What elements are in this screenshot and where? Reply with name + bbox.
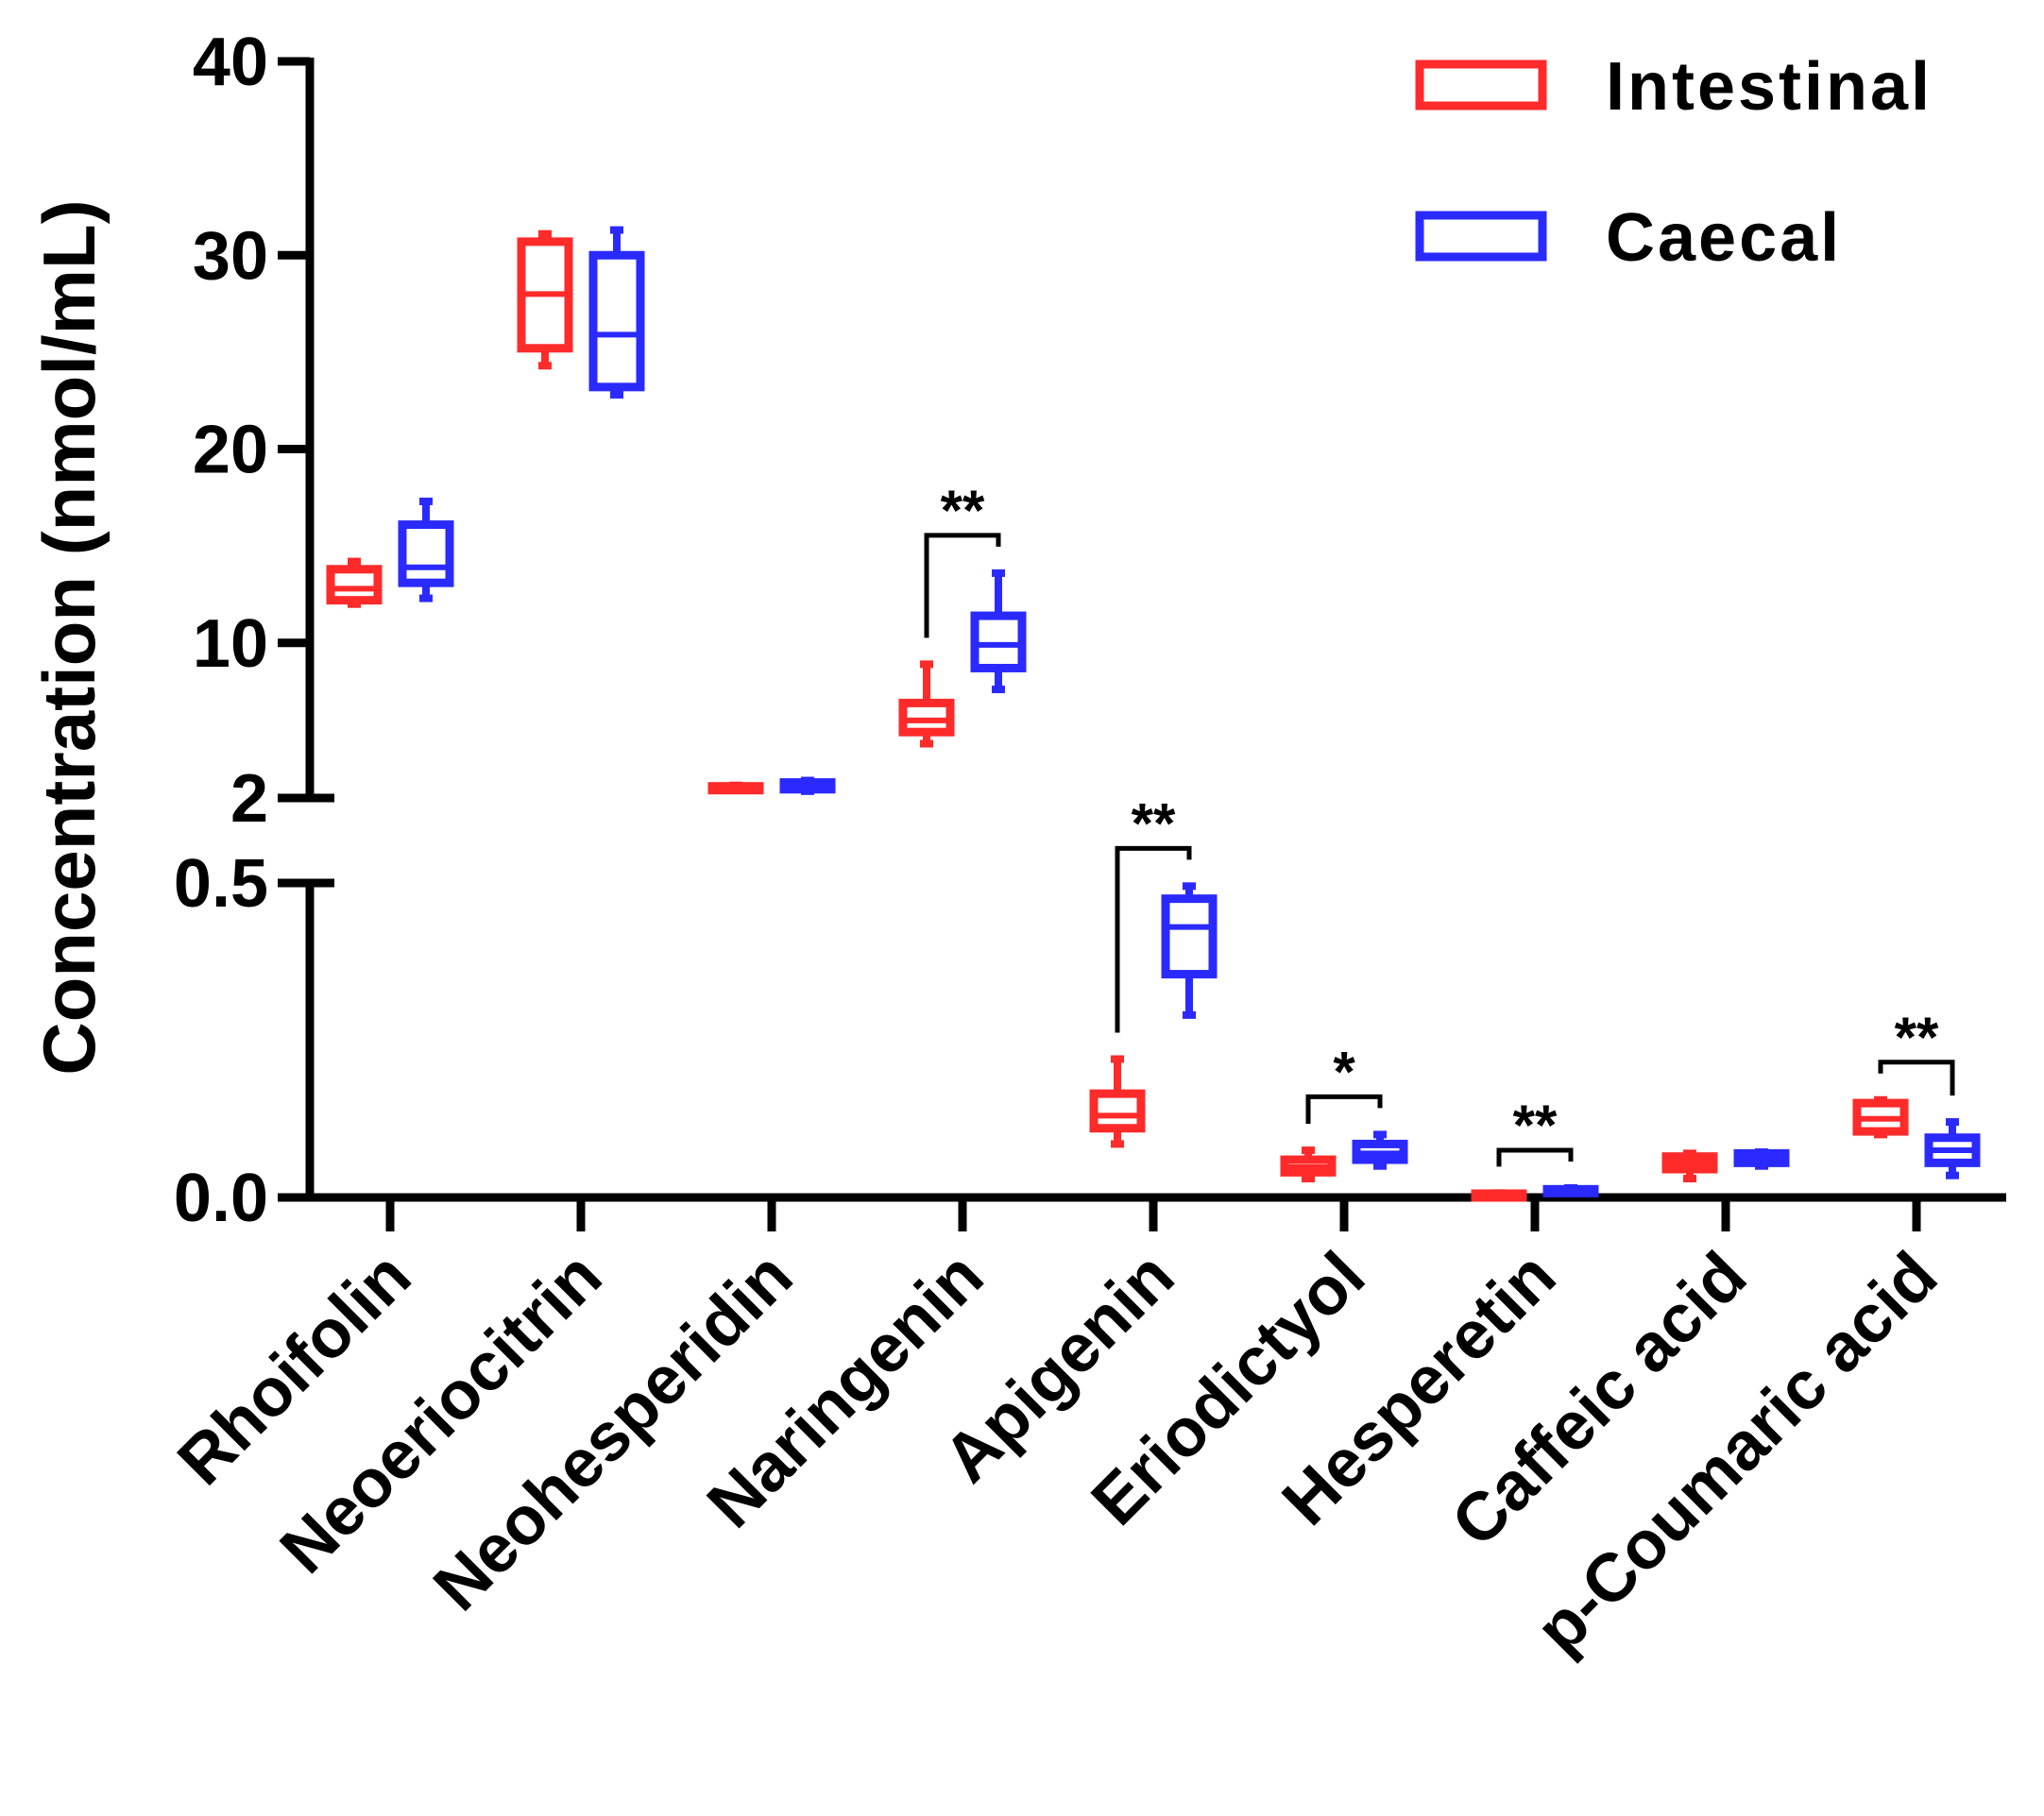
y-tick-label: 30	[193, 218, 268, 294]
axes: 2 10 20 30 40 0.0 0.5	[174, 25, 2006, 1236]
significance-eriodictyol: *	[1305, 1040, 1383, 1125]
boxes	[326, 226, 1981, 1202]
box-iqr	[970, 611, 1027, 672]
y-tick-label: 0.5	[174, 846, 268, 922]
box-caecal-eriodictyol	[1352, 1130, 1408, 1170]
significance-p-coumaric-acid: **	[1878, 1006, 1955, 1096]
significance-label: **	[1513, 1094, 1558, 1157]
box-intestinal-neohesperidin	[707, 781, 764, 795]
box-caecal-apigenin	[1161, 882, 1218, 1019]
significance-bracket	[924, 533, 1001, 638]
y-axis-title: Concentration (nmol/mL)	[27, 199, 111, 1075]
legend: Intestinal Caecal	[1415, 49, 1933, 276]
legend-swatch	[1415, 59, 1547, 110]
significance-bracket	[1115, 845, 1192, 1033]
legend-item-caecal: Caecal	[1415, 200, 1842, 276]
y-tick-label: 10	[193, 606, 268, 682]
box-intestinal-apigenin	[1089, 1055, 1146, 1148]
box-caecal-rhoifolin	[398, 497, 454, 603]
box-caecal-hesperetin	[1542, 1184, 1599, 1197]
box-intestinal-caffeic-acid	[1661, 1149, 1718, 1183]
category-label-neohesperidin: Neohesperidin	[419, 1238, 807, 1625]
significance-label: **	[1132, 791, 1176, 855]
significance-label: **	[941, 479, 985, 542]
box-intestinal-hesperetin	[1471, 1189, 1527, 1202]
box-iqr	[1161, 894, 1218, 979]
y-tick-label: 2	[230, 761, 268, 837]
box-iqr	[1089, 1089, 1146, 1133]
y-tick-label: 40	[193, 25, 268, 100]
significance-apigenin: **	[1115, 791, 1192, 1033]
box-intestinal-p-coumaric-acid	[1852, 1095, 1909, 1139]
significance-bracket	[1878, 1060, 1955, 1096]
box-iqr	[588, 250, 645, 392]
legend-swatch	[1415, 211, 1547, 262]
significance-naringenin: **	[924, 479, 1001, 638]
box-caecal-caffeic-acid	[1733, 1148, 1790, 1170]
box-intestinal-eriodictyol	[1280, 1146, 1337, 1183]
y-tick-label: 20	[193, 413, 268, 488]
significance-label: *	[1333, 1040, 1355, 1103]
box-iqr	[326, 565, 383, 605]
significance-bracket	[1305, 1094, 1383, 1125]
box-iqr	[398, 520, 454, 587]
box-caecal-neohesperidin	[779, 776, 836, 795]
box-iqr	[898, 698, 955, 737]
significance-hesperetin: **	[1496, 1094, 1574, 1167]
y-tick-label: 0.0	[174, 1161, 268, 1236]
box-intestinal-naringenin	[898, 660, 955, 748]
legend-item-intestinal: Intestinal	[1415, 49, 1933, 125]
category-labels: RhoifolinNeoeriocitrinNeohesperidinNarin…	[163, 1238, 1951, 1668]
legend-label: Intestinal	[1606, 49, 1933, 125]
box-caecal-naringenin	[970, 569, 1027, 694]
legend-label: Caecal	[1606, 200, 1842, 276]
significance-markers: *********	[924, 479, 1955, 1167]
box-caecal-neoeriocitrin	[588, 226, 645, 399]
box-intestinal-neoeriocitrin	[517, 229, 573, 370]
box-intestinal-rhoifolin	[326, 557, 383, 608]
significance-label: **	[1895, 1006, 1939, 1069]
box-caecal-p-coumaric-acid	[1924, 1118, 1981, 1180]
significance-bracket	[1496, 1147, 1574, 1167]
